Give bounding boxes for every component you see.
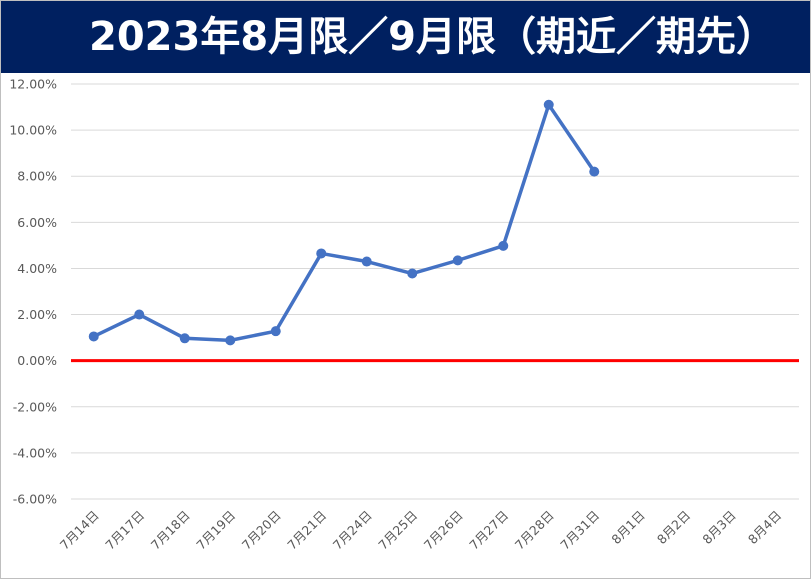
data-point [407,268,418,279]
y-tick-label: 8.00% [17,169,57,184]
data-point [179,333,190,344]
chart-title: 2023年8月限／9月限（期近／期先） [89,14,776,60]
series-layer [88,99,600,346]
x-axis: 7月14日 7月17日 7月18日 7月19日 7月20日 7月21日 7月24日 7月25日… [57,508,785,553]
y-axis: 12.00% 10.00% 8.00% 6.00% 4.00% 2.00% 0.00% -2.… [9,77,57,507]
x-tick-label: 8月1日 [608,508,648,548]
y-tick-label: 10.00% [9,123,57,138]
y-tick-label: -6.00% [13,492,57,507]
x-tick-label: 8月3日 [699,508,739,548]
x-tick-label: 7月17日 [102,508,147,553]
data-point [498,240,509,251]
data-point [589,166,600,177]
data-point [88,331,99,342]
x-tick-label: 7月19日 [193,508,238,553]
data-point [316,248,327,259]
data-point [225,335,236,346]
y-tick-label: 4.00% [17,261,57,276]
x-tick-label: 7月31日 [557,508,602,553]
x-tick-label: 7月25日 [375,508,420,553]
y-tick-label: 0.00% [17,353,57,368]
data-point [543,99,554,110]
gridlines [71,83,799,500]
y-tick-label: 6.00% [17,215,57,230]
title-bar: 2023年8月限／9月限（期近／期先） [1,1,810,73]
data-point [361,256,372,267]
x-tick-label: 7月28日 [512,508,557,553]
y-tick-label: -2.00% [13,399,57,414]
x-tick-label: 7月20日 [239,508,284,553]
x-tick-label: 7月26日 [421,508,466,553]
x-tick-label: 8月2日 [654,508,694,548]
data-point [134,309,145,320]
x-tick-label: 8月4日 [745,508,785,548]
data-point [452,255,463,266]
y-tick-label: 2.00% [17,307,57,322]
x-tick-label: 7月21日 [284,508,329,553]
x-tick-label: 7月18日 [148,508,193,553]
series-line [92,103,596,343]
x-tick-label: 7月24日 [330,508,375,553]
x-tick-label: 7月27日 [466,508,511,553]
x-tick-label: 7月14日 [57,508,102,553]
y-tick-label: 12.00% [9,77,57,92]
y-tick-label: -4.00% [13,445,57,460]
data-point [270,326,281,337]
